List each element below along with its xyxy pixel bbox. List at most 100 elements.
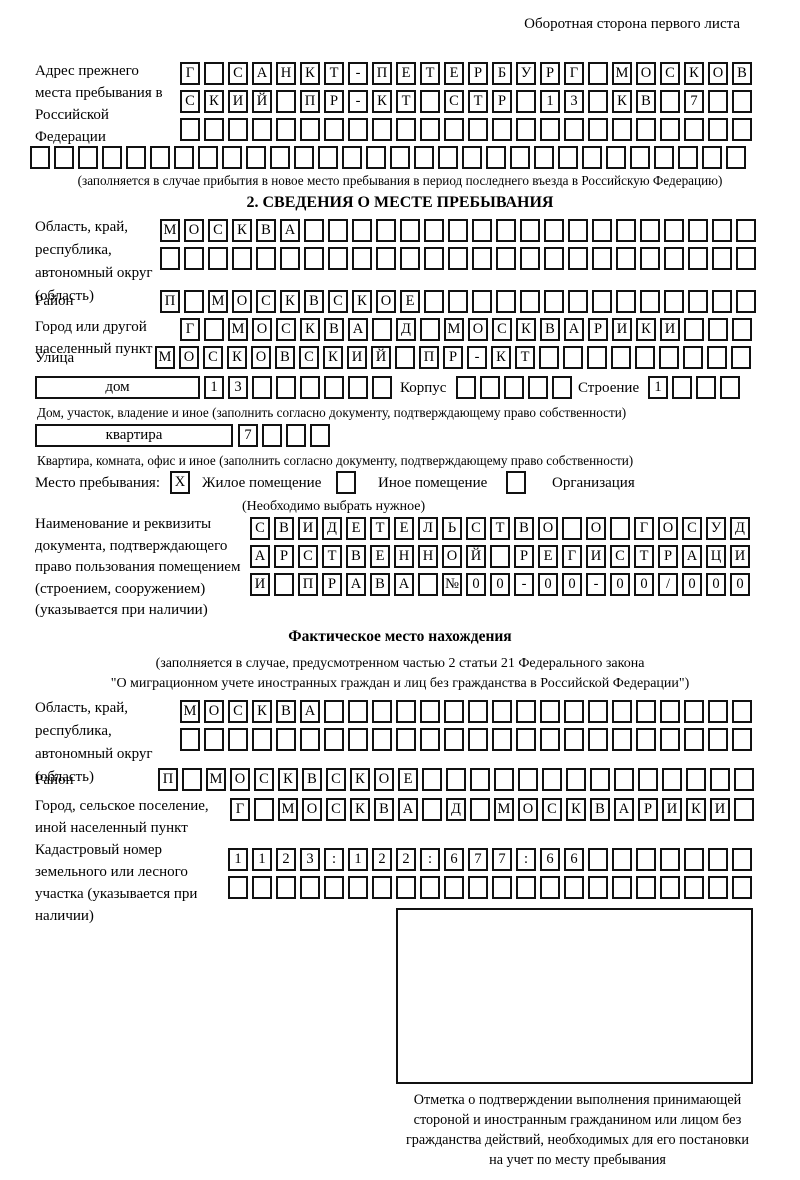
form-cell: К	[516, 318, 536, 341]
form-cell: 1	[252, 848, 272, 871]
document-row-3: И П Р А В А № 0 0-0 0-0 0/0 0 0	[250, 573, 754, 599]
stamp-caption-line-2: стороной и иностранным гражданином или л…	[413, 1112, 742, 1128]
form-cell	[518, 768, 538, 791]
form-cell: -	[467, 346, 487, 369]
form-cell: С	[466, 517, 486, 540]
form-cell: И	[298, 517, 318, 540]
form-cell: С	[208, 219, 228, 242]
form-cell	[472, 290, 492, 313]
form-cell	[707, 346, 727, 369]
form-cell: Н	[394, 545, 414, 568]
form-cell: Г	[230, 798, 250, 821]
form-cell: А	[398, 798, 418, 821]
form-cell: О	[518, 798, 538, 821]
form-cell	[318, 146, 338, 169]
form-cell	[352, 219, 372, 242]
form-cell: Е	[396, 62, 416, 85]
form-cell	[270, 146, 290, 169]
form-cell	[712, 290, 732, 313]
form-cell	[252, 876, 272, 899]
form-cell	[420, 118, 440, 141]
form-cell: Г	[180, 62, 200, 85]
form-cell	[732, 700, 752, 723]
form-cell: К	[636, 318, 656, 341]
form-cell: 1	[348, 848, 368, 871]
form-cell: X	[170, 471, 190, 494]
form-cell: И	[660, 318, 680, 341]
form-cell: 6	[540, 848, 560, 871]
form-cell: К	[372, 90, 392, 113]
form-cell	[708, 728, 728, 751]
region-label: Область, край, республика, автономный ок…	[35, 219, 153, 304]
prev-address-row-3	[180, 118, 756, 144]
form-cell	[588, 62, 608, 85]
form-cell	[222, 146, 242, 169]
form-cell	[588, 876, 608, 899]
form-cell: М	[612, 62, 632, 85]
form-cell: А	[682, 545, 702, 568]
form-cell: 0	[706, 573, 726, 596]
form-cell: Г	[562, 545, 582, 568]
form-cell	[204, 728, 224, 751]
form-cell	[468, 118, 488, 141]
form-cell	[276, 376, 296, 399]
form-cell	[684, 728, 704, 751]
form-cell: Т	[324, 62, 344, 85]
form-cell: С	[298, 545, 318, 568]
form-cell: К	[686, 798, 706, 821]
form-cell	[683, 346, 703, 369]
form-cell	[184, 290, 204, 313]
form-cell: С	[326, 768, 346, 791]
form-cell: Н	[418, 545, 438, 568]
form-cell: 3	[300, 848, 320, 871]
form-cell	[734, 768, 754, 791]
form-cell	[660, 118, 680, 141]
form-cell	[516, 700, 536, 723]
form-cell	[204, 318, 224, 341]
form-cell	[300, 376, 320, 399]
form-cell	[688, 290, 708, 313]
form-cell	[424, 290, 444, 313]
form-cell: В	[256, 219, 276, 242]
actual-region-row-2	[180, 728, 756, 754]
form-cell	[352, 247, 372, 270]
form-cell: М	[444, 318, 464, 341]
form-cell: К	[350, 798, 370, 821]
form-cell	[710, 768, 730, 791]
form-cell: 7	[492, 848, 512, 871]
form-cell	[520, 247, 540, 270]
form-cell: С	[328, 290, 348, 313]
form-cell	[400, 247, 420, 270]
form-cell	[444, 118, 464, 141]
form-cell	[616, 290, 636, 313]
form-cell: У	[516, 62, 536, 85]
form-cell: В	[304, 290, 324, 313]
form-cell: 2	[396, 848, 416, 871]
form-cell	[372, 118, 392, 141]
stay-type-checkbox-organization	[506, 471, 530, 497]
form-cell: С	[492, 318, 512, 341]
form-cell	[736, 247, 756, 270]
form-cell	[496, 219, 516, 242]
form-cell: А	[564, 318, 584, 341]
form-cell: Т	[468, 90, 488, 113]
form-cell	[540, 118, 560, 141]
form-cell	[274, 573, 294, 596]
form-cell: :	[324, 848, 344, 871]
form-cell: Т	[322, 545, 342, 568]
form-cell	[638, 768, 658, 791]
form-cell: В	[540, 318, 560, 341]
form-cell: О	[251, 346, 271, 369]
form-cell: Р	[638, 798, 658, 821]
form-cell	[640, 247, 660, 270]
form-cell	[418, 573, 438, 596]
form-cell: 0	[466, 573, 486, 596]
form-cell: Т	[396, 90, 416, 113]
form-cell	[336, 471, 356, 494]
form-cell	[328, 247, 348, 270]
form-cell: И	[228, 90, 248, 113]
form-cell	[614, 768, 634, 791]
form-cell	[540, 728, 560, 751]
form-cell: Е	[444, 62, 464, 85]
